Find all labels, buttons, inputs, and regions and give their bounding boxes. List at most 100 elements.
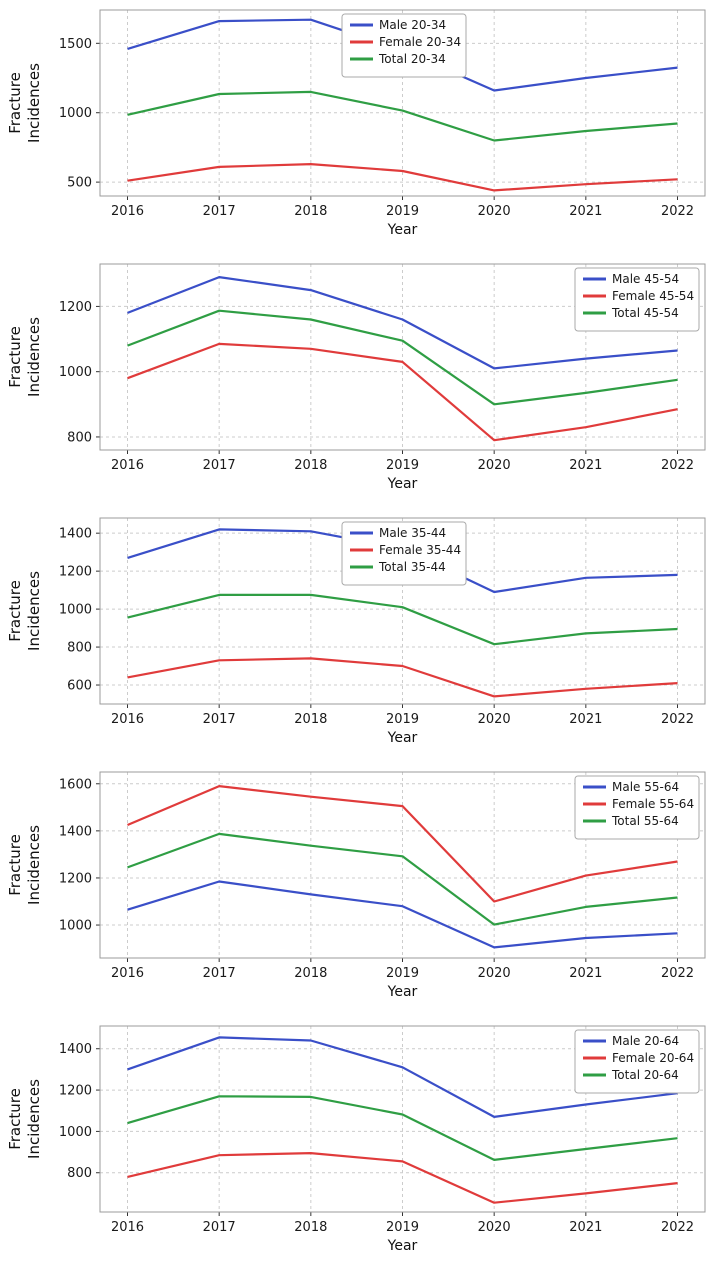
x-tick-label: 2017 bbox=[203, 1220, 236, 1235]
y-tick-label: 1200 bbox=[59, 565, 92, 580]
x-tick-label: 2021 bbox=[569, 204, 602, 219]
x-axis-label: Year bbox=[387, 984, 418, 1000]
x-axis-label: Year bbox=[387, 730, 418, 746]
x-tick-label: 2019 bbox=[386, 204, 419, 219]
series-line-female-35-44 bbox=[127, 657, 678, 698]
y-tick-label: 800 bbox=[67, 641, 92, 656]
y-tick-label: 1000 bbox=[59, 106, 92, 121]
x-tick-label: 2016 bbox=[111, 204, 144, 219]
x-tick-label: 2018 bbox=[294, 204, 327, 219]
x-tick-label: 2021 bbox=[569, 712, 602, 727]
y-axis-label: FractureIncidences bbox=[6, 63, 43, 143]
series-line-female-20-34 bbox=[127, 163, 678, 192]
series-line-total-55-64 bbox=[127, 832, 678, 926]
x-tick-label: 2020 bbox=[478, 712, 511, 727]
x-tick-label: 2018 bbox=[294, 1220, 327, 1235]
legend bbox=[341, 521, 467, 586]
y-axis-label: FractureIncidences bbox=[6, 571, 43, 651]
plot-frame bbox=[99, 1025, 706, 1213]
y-tick-label: 1000 bbox=[59, 365, 92, 380]
chart-45-54: 800 1000 1200 2016 2017 2018 2019 2020 2021 2022 Y… bbox=[6, 263, 706, 492]
chart-20-64: 800 1000 1200 1400 2016 2017 2018 2019 2020 2021 2… bbox=[6, 1025, 706, 1254]
y-tick-label: 600 bbox=[67, 679, 92, 694]
y-axis-label: FractureIncidences bbox=[6, 825, 43, 905]
y-tick-label: 1400 bbox=[59, 1042, 92, 1057]
x-tick-label: 2022 bbox=[661, 458, 694, 473]
y-tick-label: 1200 bbox=[59, 871, 92, 886]
x-tick-label: 2022 bbox=[661, 966, 694, 981]
y-tick-label: 1000 bbox=[59, 1125, 92, 1140]
legend-label: Total 20-34 bbox=[378, 52, 446, 66]
series-line-total-20-64 bbox=[127, 1095, 678, 1161]
y-tick-label: 1400 bbox=[59, 527, 92, 542]
x-tick-label: 2020 bbox=[478, 204, 511, 219]
x-tick-label: 2021 bbox=[569, 1220, 602, 1235]
x-tick-label: 2022 bbox=[661, 1220, 694, 1235]
legend-label: Total 45-54 bbox=[611, 306, 679, 320]
legend-label: Female 55-64 bbox=[612, 797, 694, 811]
x-axis-label: Year bbox=[387, 476, 418, 492]
x-tick-label: 2018 bbox=[294, 458, 327, 473]
plot-frame bbox=[99, 9, 706, 197]
legend bbox=[574, 775, 700, 840]
y-tick-label: 800 bbox=[67, 430, 92, 445]
legend-label: Female 20-34 bbox=[379, 35, 461, 49]
x-tick-label: 2016 bbox=[111, 712, 144, 727]
x-tick-label: 2016 bbox=[111, 966, 144, 981]
series-line-female-20-64 bbox=[127, 1152, 678, 1204]
x-tick-label: 2021 bbox=[569, 458, 602, 473]
x-axis-label: Year bbox=[387, 222, 418, 238]
legend-label: Male 45-54 bbox=[612, 272, 679, 286]
y-tick-label: 1500 bbox=[59, 37, 92, 52]
legend-label: Total 55-64 bbox=[611, 814, 679, 828]
x-tick-label: 2017 bbox=[203, 204, 236, 219]
y-tick-label: 800 bbox=[67, 1166, 92, 1181]
legend-label: Male 35-44 bbox=[379, 526, 446, 540]
plot-frame bbox=[99, 517, 706, 705]
x-tick-label: 2019 bbox=[386, 966, 419, 981]
legend-label: Female 20-64 bbox=[612, 1051, 694, 1065]
legend bbox=[341, 13, 467, 78]
plot-frame bbox=[99, 263, 706, 451]
chart-55-64: 1000 1200 1400 1600 2016 2017 2018 2019 2020 2021… bbox=[6, 771, 706, 1000]
series-line-total-45-54 bbox=[127, 309, 678, 406]
x-tick-label: 2017 bbox=[203, 966, 236, 981]
chart-35-44: 600 800 1000 1200 1400 2016 2017 2018 2019 2020 20… bbox=[6, 517, 706, 746]
y-tick-label: 1200 bbox=[59, 300, 92, 315]
series-line-female-55-64 bbox=[127, 785, 678, 903]
legend bbox=[574, 1029, 700, 1094]
y-tick-label: 500 bbox=[67, 176, 92, 191]
legend-label: Total 35-44 bbox=[378, 560, 446, 574]
y-tick-label: 1000 bbox=[59, 603, 92, 618]
x-tick-label: 2019 bbox=[386, 712, 419, 727]
x-tick-label: 2020 bbox=[478, 458, 511, 473]
x-tick-label: 2020 bbox=[478, 966, 511, 981]
x-tick-label: 2021 bbox=[569, 966, 602, 981]
x-tick-label: 2020 bbox=[478, 1220, 511, 1235]
x-tick-label: 2022 bbox=[661, 712, 694, 727]
x-tick-label: 2019 bbox=[386, 458, 419, 473]
y-tick-label: 1000 bbox=[59, 919, 92, 934]
legend-label: Male 55-64 bbox=[612, 780, 679, 794]
series-line-male-55-64 bbox=[127, 880, 678, 949]
series-line-total-35-44 bbox=[127, 593, 678, 646]
legend-label: Female 35-44 bbox=[379, 543, 461, 557]
y-axis-label: FractureIncidences bbox=[6, 317, 43, 397]
series-line-male-20-64 bbox=[127, 1036, 678, 1119]
x-tick-label: 2017 bbox=[203, 458, 236, 473]
y-axis-label: FractureIncidences bbox=[6, 1079, 43, 1159]
legend-label: Male 20-34 bbox=[379, 18, 446, 32]
legend bbox=[574, 267, 700, 332]
x-axis-label: Year bbox=[387, 1238, 418, 1254]
x-tick-label: 2022 bbox=[661, 204, 694, 219]
x-tick-label: 2018 bbox=[294, 966, 327, 981]
legend-label: Total 20-64 bbox=[611, 1068, 679, 1082]
plot-frame bbox=[99, 771, 706, 959]
x-tick-label: 2016 bbox=[111, 458, 144, 473]
x-tick-label: 2016 bbox=[111, 1220, 144, 1235]
x-tick-label: 2019 bbox=[386, 1220, 419, 1235]
legend-label: Female 45-54 bbox=[612, 289, 694, 303]
series-line-total-20-34 bbox=[127, 90, 678, 142]
y-tick-label: 1400 bbox=[59, 824, 92, 839]
